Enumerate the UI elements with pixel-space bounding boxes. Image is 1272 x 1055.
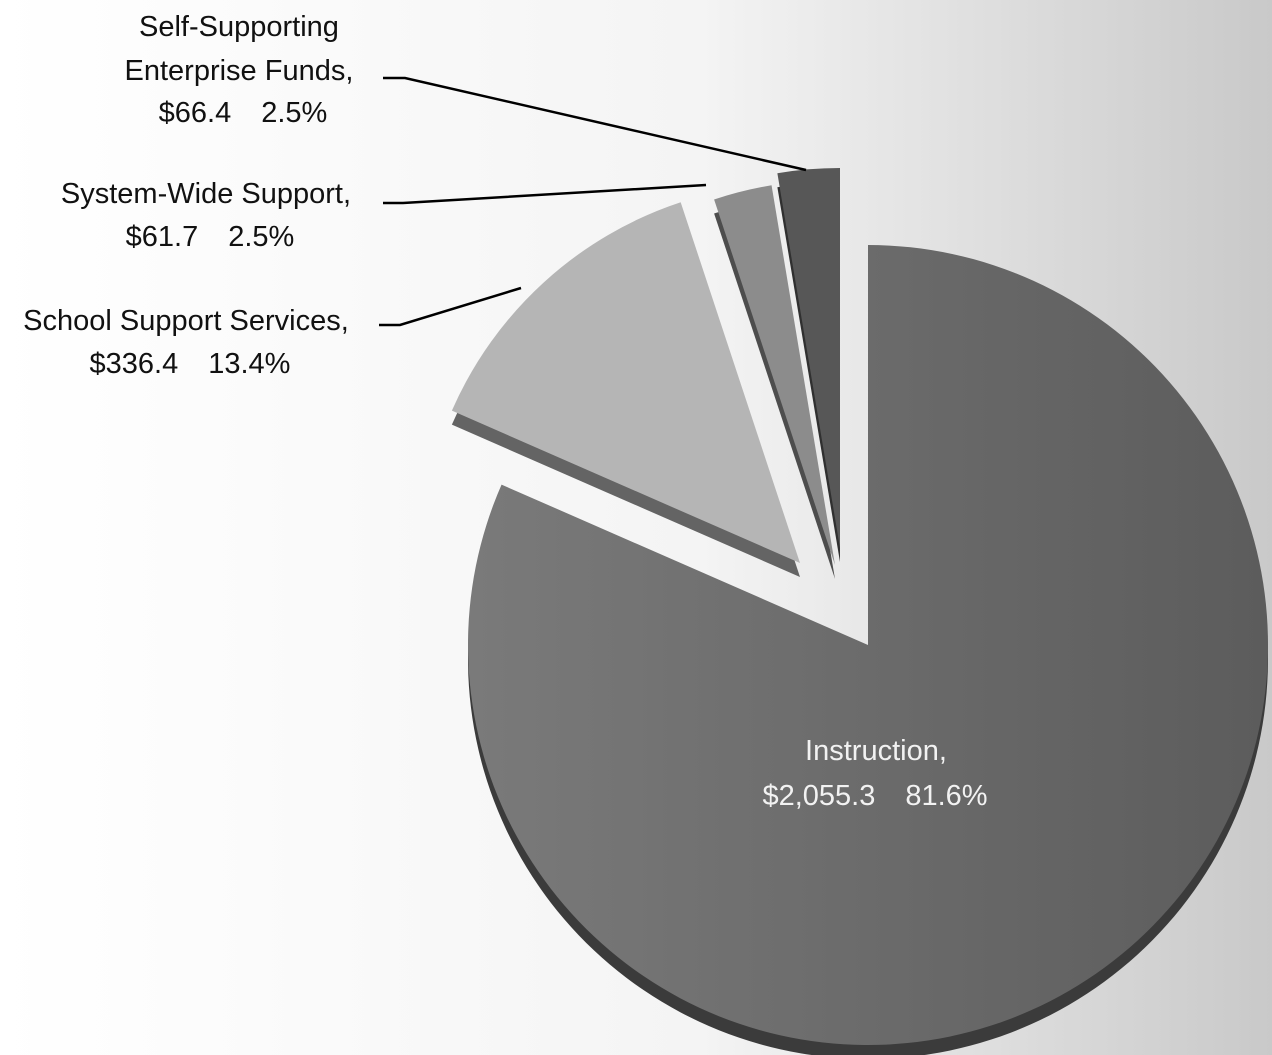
- label-school-support: School Support Services, $336.4 13.4%: [23, 305, 357, 380]
- leader-self-supporting: [383, 76, 807, 172]
- slice-instruction-top: [468, 245, 1269, 1046]
- label-school-support-value: $336.4 13.4%: [90, 348, 291, 380]
- percent-system-wide: 2.5%: [228, 221, 294, 253]
- slice-instruction: [468, 245, 1269, 1055]
- slice-self-supporting: [777, 168, 840, 562]
- slice-school-support-top: [451, 202, 800, 563]
- label-self-supporting-value: $66.4 2.5%: [159, 97, 328, 129]
- slice-system-wide-top: [714, 185, 835, 565]
- percent-instruction: 81.6%: [905, 780, 987, 812]
- slice-system-wide: [714, 185, 835, 579]
- slice-system-wide-side: [714, 199, 835, 579]
- label-self-supporting-line2: Enterprise Funds,: [125, 55, 354, 87]
- value-self-supporting: $66.4: [159, 97, 232, 129]
- label-system-wide-line1: System-Wide Support,: [61, 178, 351, 210]
- label-instruction: Instruction, $2,055.3 81.6%: [762, 735, 987, 812]
- label-school-support-line1: School Support Services,: [23, 305, 349, 337]
- leader-system-wide: [383, 183, 707, 205]
- value-school-support: $336.4: [90, 348, 179, 380]
- value-instruction: $2,055.3: [762, 780, 875, 812]
- leader-school-support: [379, 286, 522, 327]
- label-self-supporting-line1: Self-Supporting: [139, 11, 339, 43]
- slice-school-support: [451, 202, 800, 577]
- percent-school-support: 13.4%: [208, 348, 290, 380]
- slices-layer: [451, 168, 1269, 1055]
- label-system-wide-value: $61.7 2.5%: [126, 221, 295, 253]
- percent-self-supporting: 2.5%: [261, 97, 327, 129]
- slice-self-supporting-top: [777, 168, 840, 548]
- label-system-wide: System-Wide Support, $61.7 2.5%: [61, 178, 359, 253]
- label-instruction-value: $2,055.3 81.6%: [762, 780, 987, 812]
- label-instruction-line1: Instruction,: [805, 735, 947, 767]
- label-self-supporting: Self-Supporting Enterprise Funds, $66.4 2…: [125, 11, 362, 129]
- value-system-wide: $61.7: [126, 221, 199, 253]
- leader-lines: [379, 76, 807, 327]
